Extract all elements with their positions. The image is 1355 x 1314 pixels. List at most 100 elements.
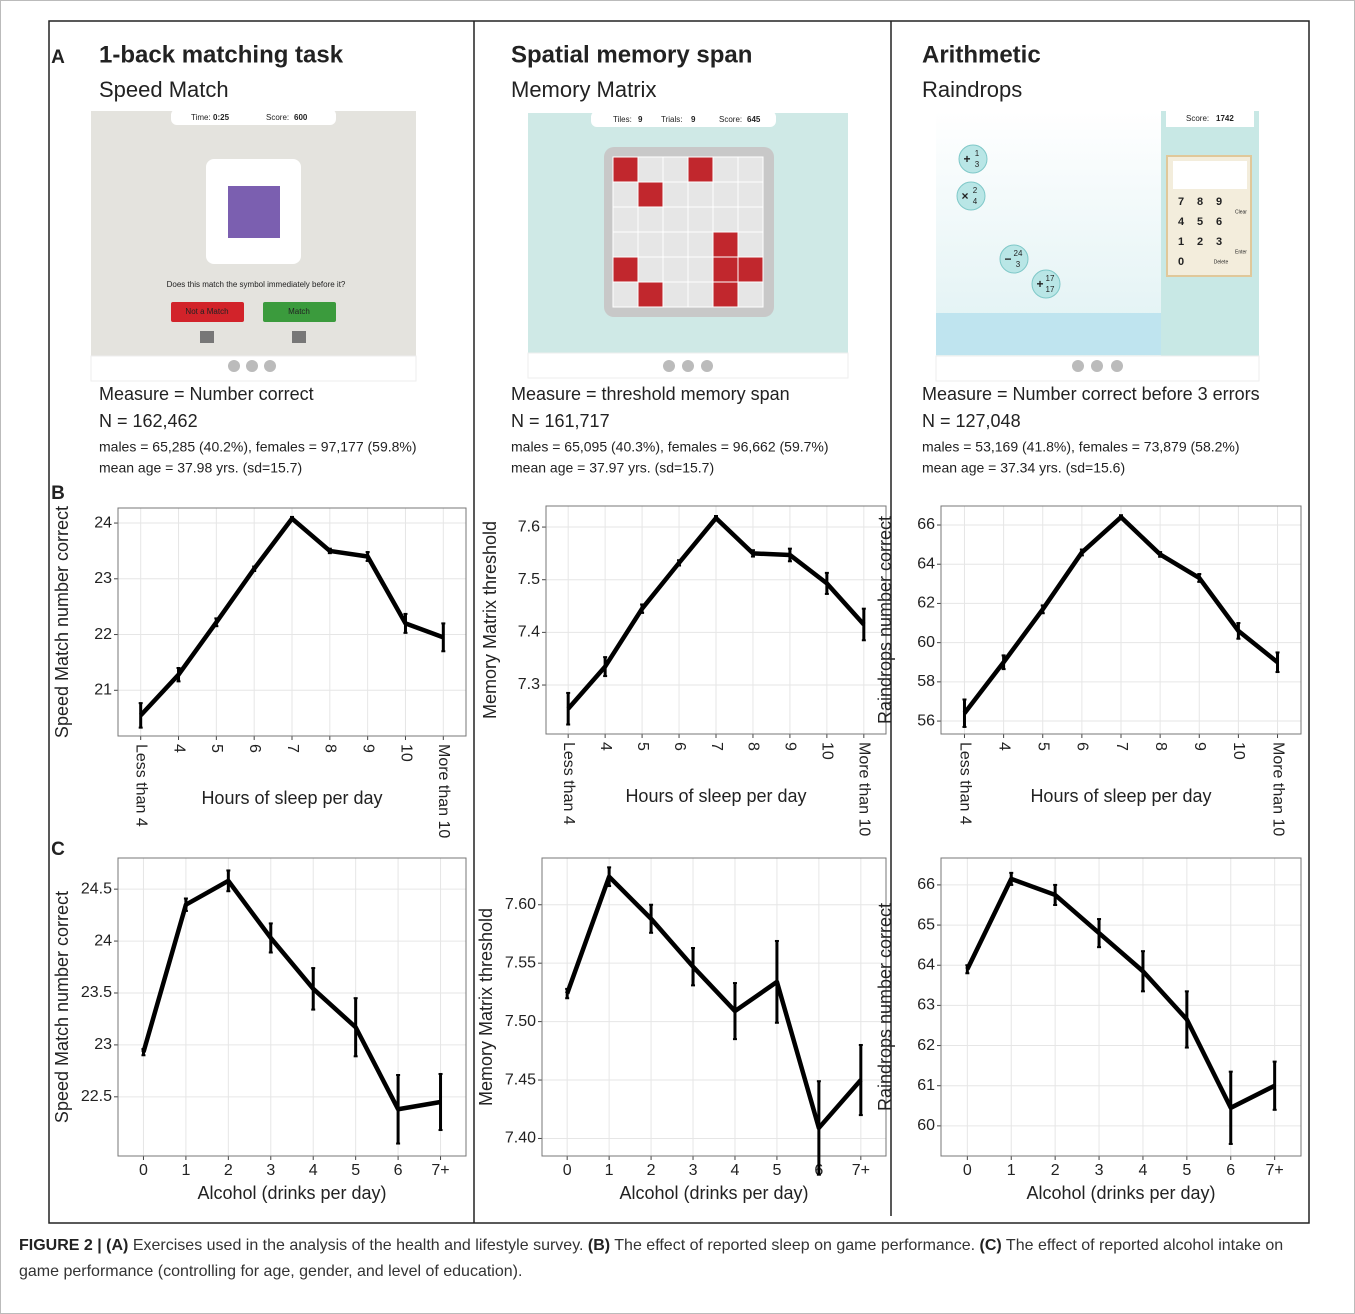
- hud-text: 9: [638, 115, 643, 124]
- hud-text: 9: [691, 115, 696, 124]
- tile: [688, 157, 713, 182]
- x-tick-label: 9: [359, 744, 376, 753]
- y-axis-title: Speed Match number correct: [52, 506, 72, 738]
- y-tick-label: 60: [917, 1117, 935, 1134]
- hud-text: Score:: [266, 113, 289, 122]
- y-tick-label: 7.5: [518, 571, 540, 588]
- x-axis-title: Alcohol (drinks per day): [1026, 1183, 1215, 1203]
- tile: [738, 282, 763, 307]
- tile: [688, 232, 713, 257]
- tile: [713, 232, 738, 257]
- y-tick-label: 65: [917, 916, 935, 933]
- hud-text: 1742: [1216, 114, 1234, 123]
- sample-size: N = 161,717: [511, 411, 610, 431]
- x-tick-label: More than 10: [856, 742, 873, 836]
- y-tick-label: 61: [917, 1077, 935, 1094]
- tile: [613, 282, 638, 307]
- y-tick-label: 23.5: [81, 984, 112, 1001]
- tile: [738, 257, 763, 282]
- figure-canvas: ABC1-back matching taskSpeed MatchMeasur…: [1, 1, 1355, 1231]
- caption-text: The effect of reported sleep on game per…: [614, 1237, 975, 1254]
- tile: [688, 257, 713, 282]
- key-icon: [200, 331, 214, 343]
- keypad-key: 5: [1197, 216, 1203, 228]
- y-axis-title: Raindrops number correct: [875, 903, 895, 1111]
- column-title: Spatial memory span: [511, 41, 752, 68]
- y-axis-title: Raindrops number correct: [875, 516, 895, 724]
- control-icon: [228, 360, 240, 372]
- x-tick-label: 1: [181, 1162, 190, 1179]
- x-tick-label: 4: [597, 742, 614, 751]
- tile: [613, 157, 638, 182]
- button-label: Match: [288, 307, 310, 316]
- drop-numerator: 1: [975, 149, 980, 158]
- sample-size: N = 127,048: [922, 411, 1021, 431]
- hud-text: 600: [294, 113, 308, 122]
- sex-breakdown: males = 65,095 (40.3%), females = 96,662…: [511, 439, 829, 455]
- y-tick-label: 7.55: [505, 954, 536, 971]
- x-tick-label: 0: [963, 1162, 972, 1179]
- tile: [613, 182, 638, 207]
- y-tick-label: 7.4: [518, 624, 540, 641]
- x-tick-label: 7+: [1266, 1162, 1284, 1179]
- y-axis-title: Memory Matrix threshold: [480, 521, 500, 719]
- mean-age: mean age = 37.98 yrs. (sd=15.7): [99, 460, 302, 476]
- control-icon: [246, 360, 258, 372]
- game-prompt: Does this match the symbol immediately b…: [167, 280, 346, 289]
- y-tick-label: 21: [94, 682, 112, 699]
- control-icon: [682, 360, 694, 372]
- column-subtitle: Raindrops: [922, 77, 1022, 102]
- y-tick-label: 60: [917, 634, 935, 651]
- x-tick-label: 1: [1007, 1162, 1016, 1179]
- sex-breakdown: males = 53,169 (41.8%), females = 73,879…: [922, 439, 1240, 455]
- drop-operator: ×: [961, 189, 968, 203]
- panel-label: C: [51, 839, 65, 860]
- plot-background: [941, 858, 1301, 1156]
- x-tick-label: Less than 4: [560, 742, 577, 825]
- y-tick-label: 23: [94, 570, 112, 587]
- tile: [738, 232, 763, 257]
- measure: Measure = Number correct before 3 errors: [922, 384, 1260, 404]
- x-tick-label: 7+: [852, 1162, 870, 1179]
- tile: [613, 207, 638, 232]
- y-tick-label: 7.40: [505, 1130, 536, 1147]
- x-tick-label: 4: [1138, 1162, 1147, 1179]
- keypad-key: 2: [1197, 236, 1203, 248]
- hud-text: Score:: [719, 115, 742, 124]
- sample-size: N = 162,462: [99, 411, 198, 431]
- tile: [613, 257, 638, 282]
- x-tick-label: 3: [1095, 1162, 1104, 1179]
- x-tick-label: Less than 4: [132, 744, 149, 827]
- keypad-key: Clear: [1235, 209, 1247, 215]
- tile: [688, 282, 713, 307]
- keypad-key: 3: [1216, 236, 1222, 248]
- button-label: Not a Match: [185, 307, 228, 316]
- y-tick-label: 66: [917, 516, 935, 533]
- tile: [663, 157, 688, 182]
- caption-key: (A): [106, 1237, 128, 1254]
- x-axis-title: Hours of sleep per day: [625, 786, 806, 806]
- y-tick-label: 24: [94, 514, 112, 531]
- panel-label: B: [51, 483, 65, 504]
- control-icon: [1111, 360, 1123, 372]
- mean-age: mean age = 37.34 yrs. (sd=15.6): [922, 460, 1125, 476]
- x-tick-label: 7: [284, 744, 301, 753]
- keypad-key: 8: [1197, 196, 1203, 208]
- tile: [738, 182, 763, 207]
- x-tick-label: 6: [671, 742, 688, 751]
- control-icon: [264, 360, 276, 372]
- hud-text: 0:25: [213, 113, 230, 122]
- control-icon: [1072, 360, 1084, 372]
- x-tick-label: 5: [1182, 1162, 1191, 1179]
- x-axis-title: Hours of sleep per day: [1030, 786, 1211, 806]
- caption-label: FIGURE 2 |: [19, 1237, 102, 1254]
- hud-text: Time:: [191, 113, 211, 122]
- tile: [663, 182, 688, 207]
- x-tick-label: 8: [745, 742, 762, 751]
- column-subtitle: Speed Match: [99, 77, 229, 102]
- tile: [638, 182, 663, 207]
- y-tick-label: 7.45: [505, 1071, 536, 1088]
- y-tick-label: 66: [917, 876, 935, 893]
- key-icon: [292, 331, 306, 343]
- x-tick-label: 8: [322, 744, 339, 753]
